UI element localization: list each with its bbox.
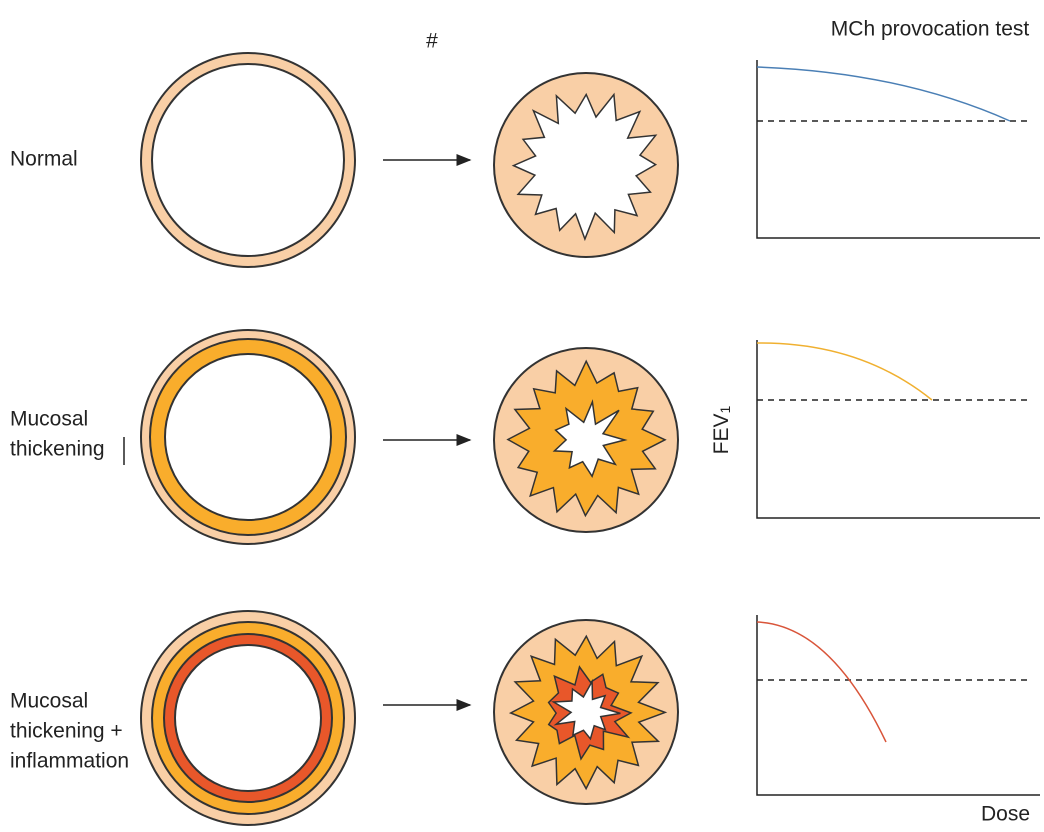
airway-lumen: [152, 64, 344, 256]
diagram: # MCh provocation test Normal Mucosal th…: [0, 0, 1044, 832]
y-axis-label: FEV1: [710, 405, 733, 454]
graph-axes: [757, 615, 1040, 795]
row-label: Mucosal: [10, 690, 88, 713]
row-label: Mucosal: [10, 408, 88, 431]
row-label: Normal: [10, 148, 78, 171]
response-curve: [757, 67, 1010, 121]
airway-lumen: [175, 645, 321, 791]
y-label-main: FEV: [710, 413, 733, 454]
y-label-sub: 1: [717, 405, 733, 413]
response-curve: [757, 343, 932, 400]
airway-lumen: [165, 354, 331, 520]
x-axis-label: Dose: [981, 803, 1030, 826]
row-label: thickening +: [10, 720, 123, 743]
response-curve: [757, 622, 886, 742]
graph-axes: [757, 340, 1040, 518]
symbol: #: [426, 30, 438, 53]
row-label: inflammation: [10, 750, 129, 773]
row-label: thickening: [10, 438, 105, 461]
graph-title: MCh provocation test: [831, 18, 1030, 41]
graph-axes: [757, 60, 1040, 238]
